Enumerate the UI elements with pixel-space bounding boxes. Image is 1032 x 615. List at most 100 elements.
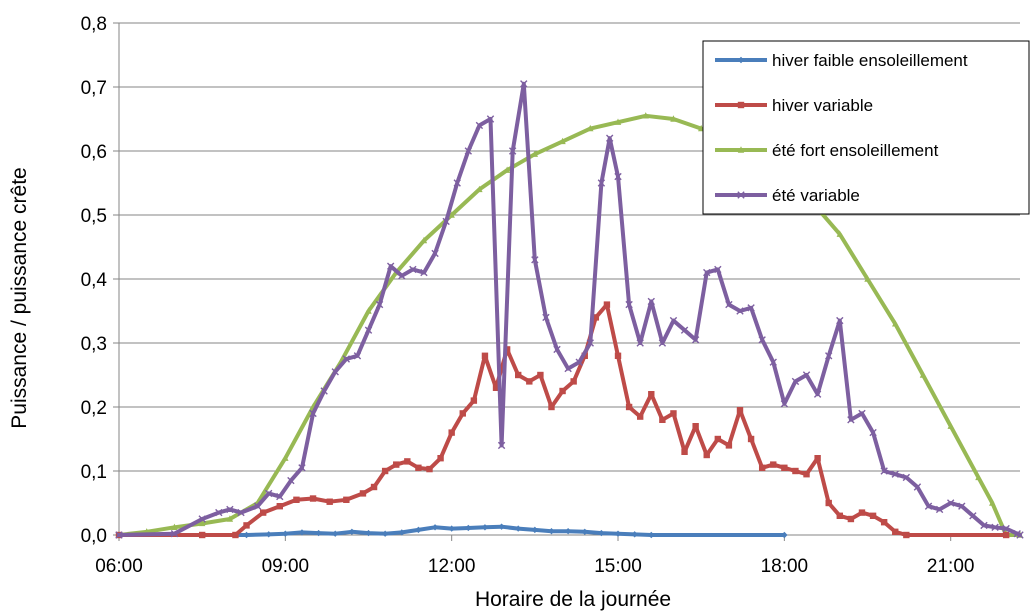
data-point	[737, 191, 745, 199]
data-point	[691, 336, 700, 344]
data-point	[598, 529, 605, 537]
data-point	[559, 137, 566, 145]
data-point	[631, 531, 638, 538]
data-point	[437, 455, 444, 462]
data-point	[864, 275, 871, 282]
data-point	[758, 464, 766, 471]
data-point	[770, 461, 777, 468]
data-point	[614, 118, 622, 125]
data-point	[448, 211, 455, 218]
data-point	[453, 179, 461, 187]
data-point	[913, 483, 922, 491]
data-point	[958, 502, 966, 510]
series-lines	[115, 80, 1024, 539]
data-point	[332, 530, 339, 537]
data-point	[736, 307, 744, 315]
data-point	[680, 326, 689, 334]
y-tick-label: 0,3	[81, 334, 107, 355]
series-3	[115, 80, 1024, 539]
data-point	[597, 179, 606, 187]
data-point	[365, 529, 372, 537]
y-tick-label: 0,1	[81, 462, 107, 483]
data-point	[526, 378, 533, 385]
data-point	[198, 519, 206, 527]
data-point	[946, 499, 955, 507]
x-tick-label: 06:00	[95, 556, 143, 577]
data-point	[265, 489, 273, 498]
data-point	[315, 529, 322, 537]
data-point	[559, 387, 566, 395]
legend-label: hiver faible ensoleillement	[772, 51, 968, 70]
series-markers	[115, 301, 1010, 539]
data-point	[198, 531, 206, 539]
data-point	[814, 455, 821, 462]
x-tick-label: 21:00	[927, 556, 975, 577]
data-point	[420, 268, 428, 277]
data-point	[780, 400, 789, 408]
data-point	[714, 435, 722, 443]
data-point	[243, 531, 250, 539]
data-point	[836, 230, 843, 237]
data-point	[343, 496, 350, 503]
data-point	[792, 467, 799, 475]
data-point	[508, 147, 517, 155]
data-point	[498, 523, 505, 530]
data-point	[575, 358, 583, 366]
data-point	[448, 525, 455, 532]
y-tick-label: 0,7	[81, 78, 107, 99]
data-point	[570, 378, 577, 385]
data-point	[869, 512, 877, 519]
data-point	[758, 336, 766, 344]
data-point	[989, 499, 996, 506]
data-point	[293, 496, 300, 503]
series-markers	[115, 80, 1024, 539]
y-tick-label: 0,6	[81, 142, 107, 163]
data-point	[265, 531, 272, 538]
data-point	[276, 492, 284, 501]
legend-label: été fort ensoleillement	[772, 141, 939, 160]
data-point	[564, 527, 572, 535]
data-point	[880, 519, 888, 526]
y-axis-title: Puissance / puissance crête	[8, 167, 31, 428]
data-point	[415, 464, 422, 471]
data-point	[492, 384, 500, 391]
legend-item: hiver faible ensoleillement	[715, 51, 968, 70]
data-point	[276, 503, 283, 510]
data-point	[320, 387, 328, 395]
data-point	[404, 458, 411, 465]
data-point	[869, 428, 877, 437]
data-point	[298, 464, 306, 472]
data-point	[531, 150, 539, 157]
data-point	[548, 527, 555, 535]
data-point	[625, 300, 633, 309]
data-point	[542, 313, 550, 322]
legend-label: hiver variable	[772, 96, 873, 115]
data-point	[298, 529, 306, 536]
data-point	[459, 410, 466, 417]
data-point	[398, 529, 405, 536]
data-point	[975, 473, 982, 481]
data-point	[659, 416, 666, 423]
data-point	[287, 476, 295, 485]
data-point	[331, 368, 339, 376]
data-point	[232, 531, 239, 539]
data-point	[415, 526, 422, 534]
x-tick-label: 18:00	[761, 556, 809, 577]
data-point	[947, 422, 954, 429]
data-point	[476, 185, 483, 193]
data-point	[171, 523, 178, 531]
data-point	[737, 56, 745, 64]
data-point	[215, 508, 223, 517]
y-tick-label: 0,8	[81, 14, 107, 35]
data-point	[375, 300, 384, 309]
data-point	[703, 268, 711, 277]
data-point	[282, 454, 289, 461]
data-point	[503, 166, 511, 173]
y-tick-label: 0,0	[81, 526, 107, 547]
data-point	[309, 409, 317, 418]
data-point	[825, 352, 833, 360]
data-point	[587, 124, 594, 132]
data-point	[515, 371, 522, 379]
